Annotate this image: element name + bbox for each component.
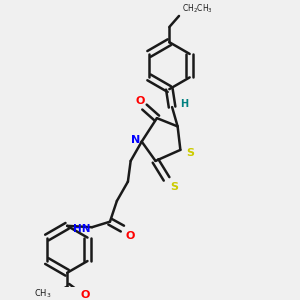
Text: N: N: [131, 135, 140, 145]
Text: O: O: [125, 231, 134, 242]
Text: O: O: [81, 290, 90, 300]
Text: HN: HN: [73, 224, 91, 234]
Text: O: O: [136, 96, 145, 106]
Text: CH$_2$CH$_3$: CH$_2$CH$_3$: [182, 2, 213, 15]
Text: S: S: [187, 148, 194, 158]
Text: S: S: [170, 182, 178, 192]
Text: H: H: [180, 99, 188, 109]
Text: CH$_3$: CH$_3$: [34, 287, 52, 300]
